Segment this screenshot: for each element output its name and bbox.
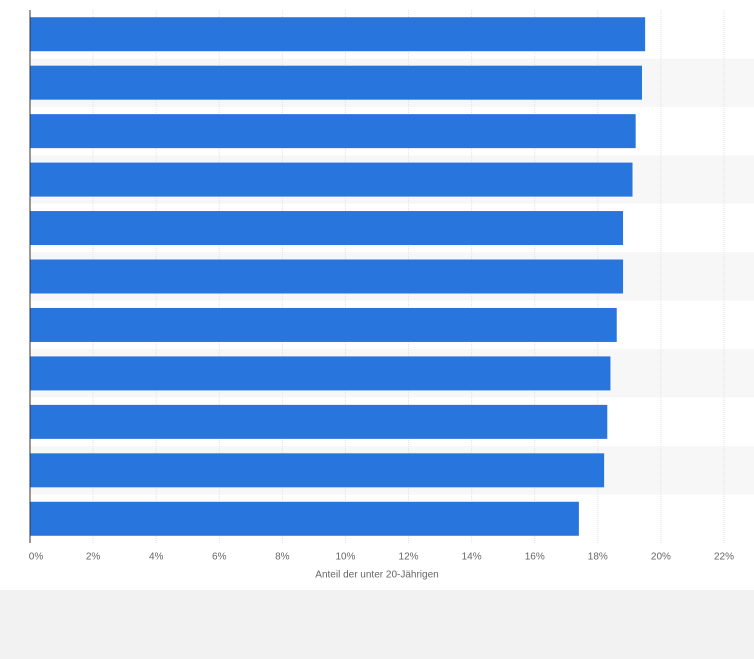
x-tick-label: 10% bbox=[335, 552, 355, 563]
x-tick-label: 14% bbox=[462, 552, 482, 563]
bar bbox=[30, 307, 617, 342]
bar bbox=[30, 453, 605, 488]
x-tick-label: 0% bbox=[29, 552, 44, 563]
bar bbox=[30, 17, 646, 52]
bar bbox=[30, 114, 636, 149]
bar bbox=[30, 501, 579, 536]
x-tick-label: 22% bbox=[714, 552, 734, 563]
bar bbox=[30, 65, 642, 100]
bar bbox=[30, 259, 624, 294]
x-tick-label: 6% bbox=[212, 552, 227, 563]
x-tick-label: 4% bbox=[149, 552, 164, 563]
x-tick-label: 8% bbox=[275, 552, 290, 563]
x-tick-label: 20% bbox=[651, 552, 671, 563]
x-tick-label: 12% bbox=[399, 552, 419, 563]
x-tick-label: 18% bbox=[588, 552, 608, 563]
x-tick-label: 2% bbox=[86, 552, 101, 563]
bar bbox=[30, 162, 633, 197]
bar bbox=[30, 211, 624, 246]
bar bbox=[30, 404, 608, 439]
bar bbox=[30, 356, 611, 391]
x-tick-label: 16% bbox=[525, 552, 545, 563]
x-axis-label: Anteil der unter 20-Jährigen bbox=[315, 570, 438, 581]
